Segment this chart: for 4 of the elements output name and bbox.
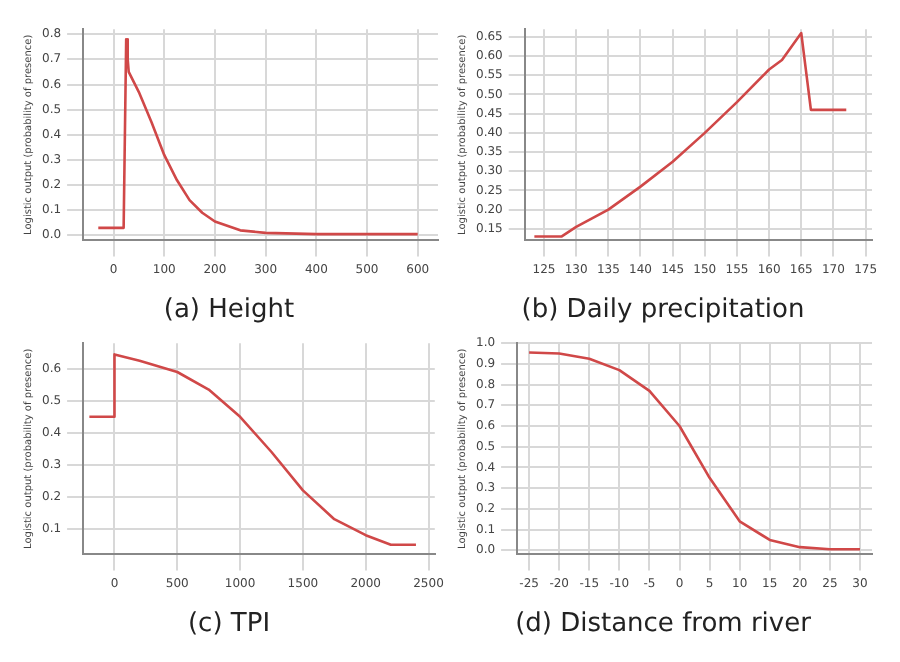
text: (a) Height [163,295,295,326]
text: (b) Daily precipitation [521,295,805,326]
text: (c) TPI [187,609,271,640]
text: (d) Distance from river [515,609,813,640]
